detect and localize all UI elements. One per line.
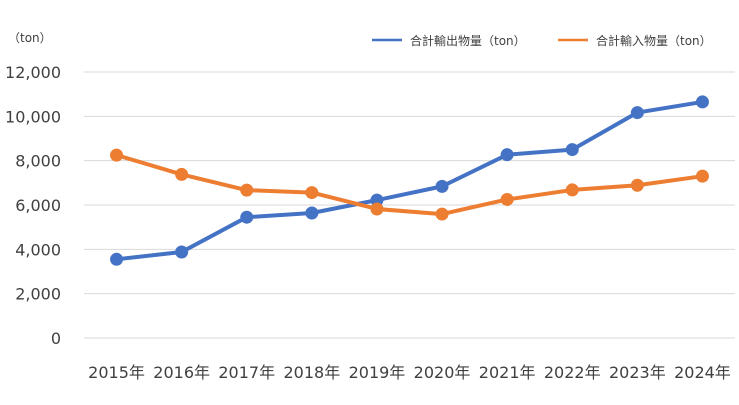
x-tick-label: 2020年: [414, 363, 471, 382]
data-point: [240, 183, 254, 197]
data-point: [695, 95, 709, 109]
data-point: [240, 210, 254, 224]
x-tick-label: 2021年: [479, 363, 536, 382]
x-tick-label: 2022年: [544, 363, 601, 382]
data-point: [630, 106, 644, 120]
y-tick-label: 4,000: [15, 240, 61, 259]
y-axis-ticks: 0 2,000 4,000 6,000 8,000 10,000 12,000: [5, 63, 61, 348]
x-tick-label: 2016年: [153, 363, 210, 382]
x-tick-label: 2024年: [674, 363, 731, 382]
legend: 合計輸出物量（ton） 合計輸入物量（ton）: [372, 33, 712, 48]
data-point: [695, 169, 709, 183]
series-group: [110, 95, 709, 266]
y-tick-label: 0: [51, 329, 61, 348]
series-2: [110, 148, 709, 221]
y-axis-unit-label: （ton）: [8, 31, 52, 45]
data-point: [435, 207, 449, 221]
data-point: [500, 192, 514, 206]
y-tick-label: 6,000: [15, 196, 61, 215]
x-axis-ticks: 2015年 2016年 2017年 2018年 2019年 2020年 2021年 2022年…: [88, 363, 731, 382]
series-line: [114, 99, 705, 262]
data-point: [175, 167, 189, 181]
data-point: [370, 202, 384, 216]
x-tick-label: 2023年: [609, 363, 666, 382]
data-point: [110, 148, 124, 162]
series-1: [110, 95, 709, 266]
x-tick-label: 2015年: [88, 363, 145, 382]
x-tick-label: 2019年: [349, 363, 406, 382]
data-point: [305, 206, 319, 220]
x-tick-label: 2018年: [283, 363, 340, 382]
data-point: [565, 143, 579, 157]
data-point: [565, 183, 579, 197]
gridlines: [84, 71, 735, 339]
data-point: [630, 178, 644, 192]
y-tick-label: 10,000: [5, 107, 61, 126]
series-line: [114, 153, 705, 217]
y-tick-label: 12,000: [5, 63, 61, 82]
data-point: [500, 148, 514, 162]
y-tick-label: 8,000: [15, 152, 61, 171]
data-point: [435, 179, 449, 193]
data-point: [175, 245, 189, 259]
data-point: [110, 252, 124, 266]
legend-label: 合計輸入物量（ton）: [596, 33, 712, 48]
data-point: [305, 186, 319, 200]
legend-label: 合計輸出物量（ton）: [410, 33, 526, 48]
y-tick-label: 2,000: [15, 285, 61, 304]
x-tick-label: 2017年: [218, 363, 275, 382]
